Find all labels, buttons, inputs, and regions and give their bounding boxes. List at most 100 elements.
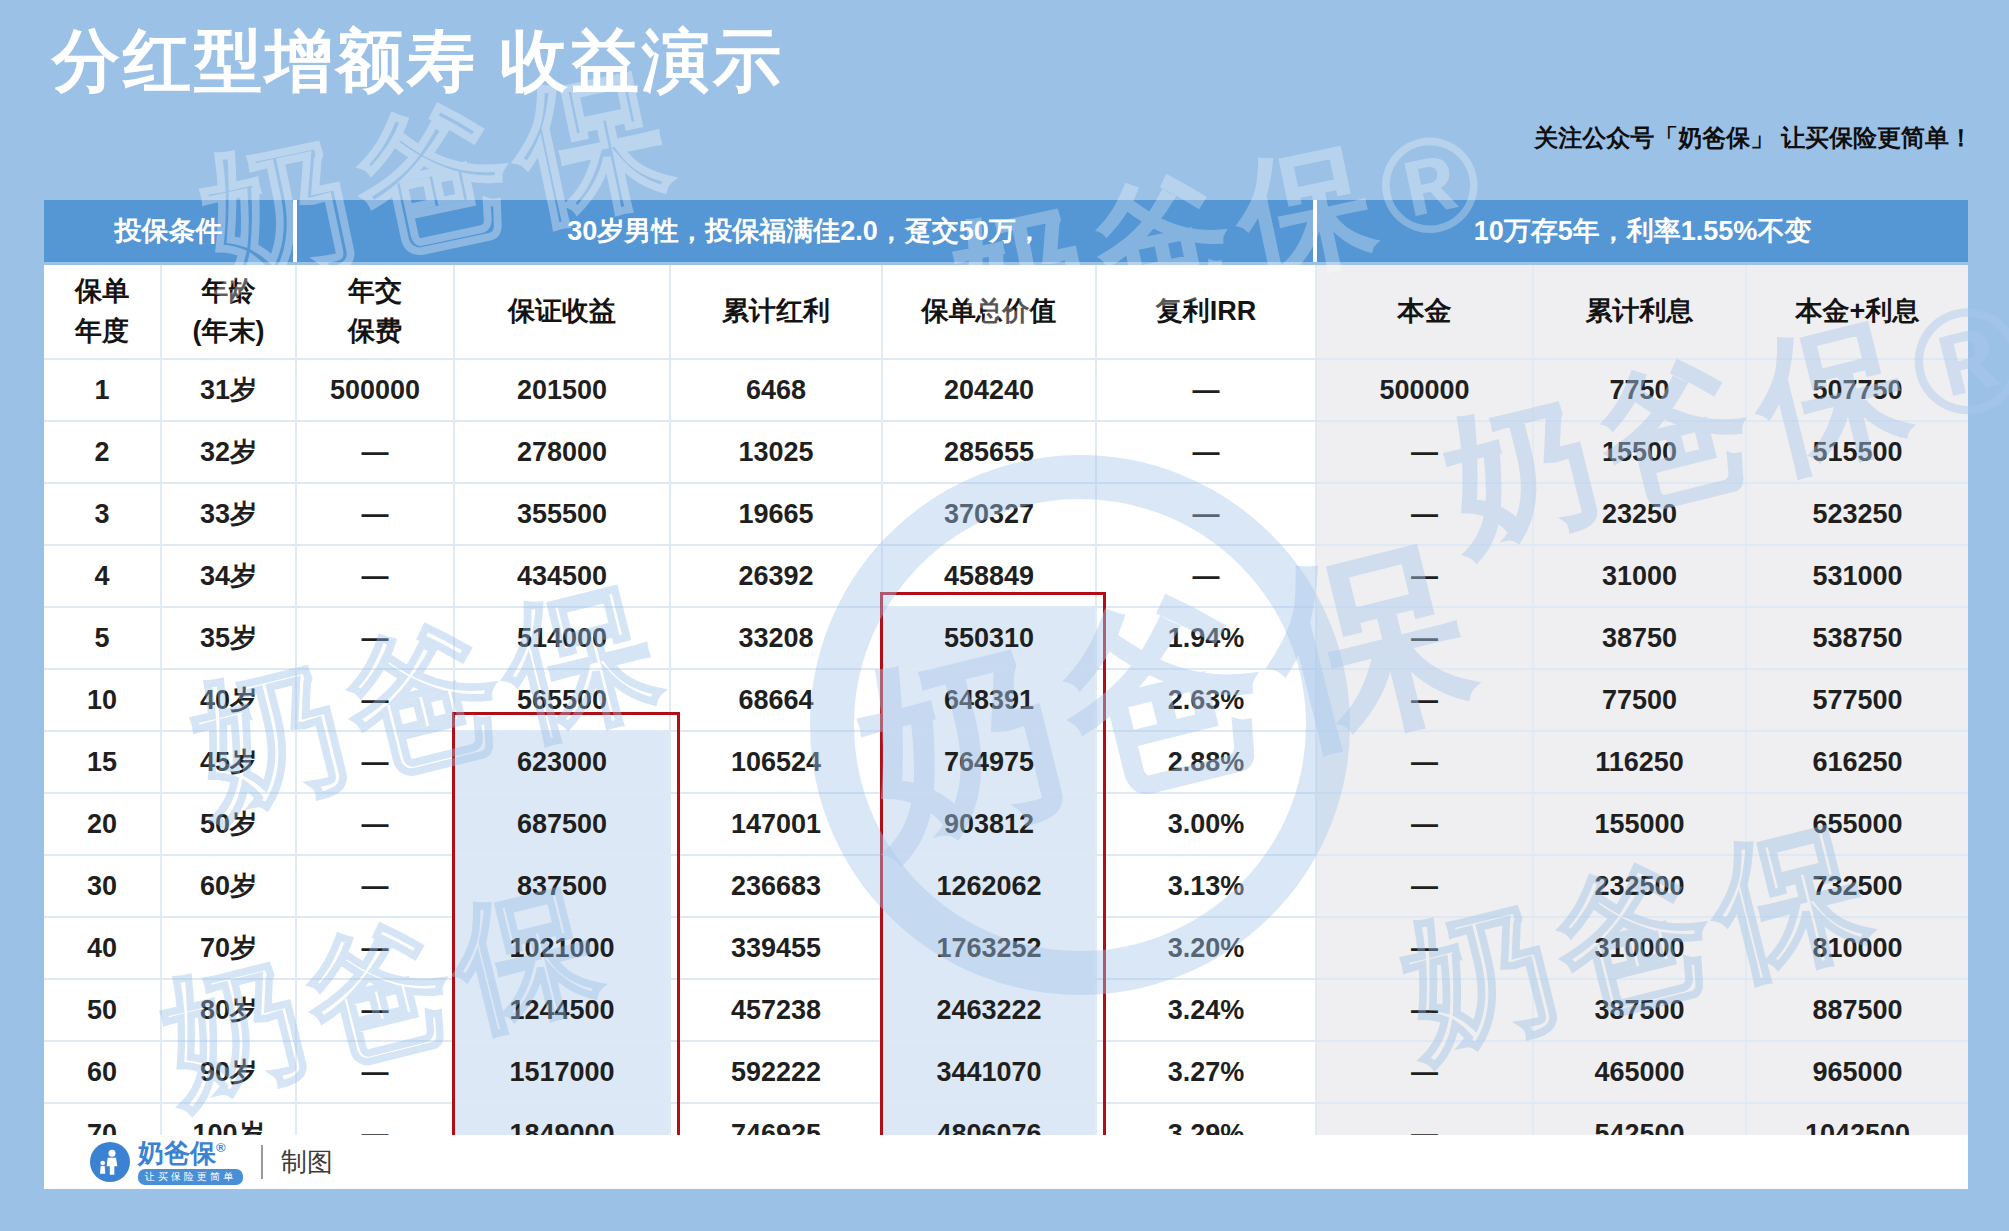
cell-year: 40 (44, 918, 162, 978)
group-header-policy: 30岁男性，投保福满佳2.0，趸交50万， (297, 200, 1317, 262)
cell-principal: — (1317, 608, 1534, 668)
cell-dividend: 457238 (671, 980, 883, 1040)
cell-guaranteed: 623000 (455, 732, 671, 792)
table-row: 5 35岁 — 514000 33208 550310 1.94% — 3875… (44, 606, 1968, 668)
cell-dividend: 13025 (671, 422, 883, 482)
cell-dividend: 19665 (671, 484, 883, 544)
footer-divider (261, 1145, 263, 1179)
cell-irr: 3.24% (1097, 980, 1317, 1040)
cell-total_value: 764975 (883, 732, 1097, 792)
col-header-guaranteed: 保证收益 (455, 265, 671, 358)
page: 分红型增额寿 收益演示 关注公众号「奶爸保」 让买保险更简单！ 奶爸保 奶爸保®… (0, 0, 2009, 1231)
table-row: 3 33岁 — 355500 19665 370327 — — 23250 52… (44, 482, 1968, 544)
cell-year: 10 (44, 670, 162, 730)
cell-guaranteed: 1021000 (455, 918, 671, 978)
cell-interest: 7750 (1534, 360, 1747, 420)
cell-total_value: 550310 (883, 608, 1097, 668)
table-row: 10 40岁 — 565500 68664 648391 2.63% — 775… (44, 668, 1968, 730)
cell-guaranteed: 434500 (455, 546, 671, 606)
cell-interest: 77500 (1534, 670, 1747, 730)
col-header-age: 年龄(年末) (162, 265, 297, 358)
registered-mark: ® (216, 1140, 226, 1155)
cell-year: 20 (44, 794, 162, 854)
cell-principal_plus_interest: 523250 (1747, 484, 1968, 544)
table-row: 15 45岁 — 623000 106524 764975 2.88% — 11… (44, 730, 1968, 792)
cell-age: 31岁 (162, 360, 297, 420)
cell-irr: 3.00% (1097, 794, 1317, 854)
cell-interest: 155000 (1534, 794, 1747, 854)
cell-dividend: 106524 (671, 732, 883, 792)
col-header-interest: 累计利息 (1534, 265, 1747, 358)
cell-year: 4 (44, 546, 162, 606)
cell-dividend: 33208 (671, 608, 883, 668)
cell-principal: — (1317, 546, 1534, 606)
cell-year: 30 (44, 856, 162, 916)
cell-dividend: 6468 (671, 360, 883, 420)
cell-irr: 2.88% (1097, 732, 1317, 792)
cell-premium: — (297, 918, 455, 978)
cell-irr: — (1097, 360, 1317, 420)
col-header-policy-year: 保单年度 (44, 265, 162, 358)
cell-dividend: 26392 (671, 546, 883, 606)
table-row: 2 32岁 — 278000 13025 285655 — — 15500 51… (44, 420, 1968, 482)
cell-year: 1 (44, 360, 162, 420)
cell-year: 5 (44, 608, 162, 668)
cell-principal: — (1317, 856, 1534, 916)
cell-interest: 38750 (1534, 608, 1747, 668)
cell-premium: — (297, 484, 455, 544)
cell-age: 60岁 (162, 856, 297, 916)
cell-principal_plus_interest: 732500 (1747, 856, 1968, 916)
cell-principal: — (1317, 1042, 1534, 1102)
cell-year: 60 (44, 1042, 162, 1102)
cell-guaranteed: 565500 (455, 670, 671, 730)
col-header-total-value: 保单总价值 (883, 265, 1097, 358)
cell-principal: — (1317, 980, 1534, 1040)
cell-principal_plus_interest: 655000 (1747, 794, 1968, 854)
cell-guaranteed: 1517000 (455, 1042, 671, 1102)
cell-principal_plus_interest: 531000 (1747, 546, 1968, 606)
cell-dividend: 147001 (671, 794, 883, 854)
brand-logo-icon (90, 1142, 130, 1182)
cell-principal_plus_interest: 887500 (1747, 980, 1968, 1040)
cell-premium: — (297, 670, 455, 730)
cell-principal: — (1317, 918, 1534, 978)
cell-irr: — (1097, 546, 1317, 606)
benefit-table: 投保条件 30岁男性，投保福满佳2.0，趸交50万， 10万存5年，利率1.55… (44, 200, 1968, 1164)
cell-age: 80岁 (162, 980, 297, 1040)
cell-principal: — (1317, 670, 1534, 730)
cell-year: 50 (44, 980, 162, 1040)
table-body: 1 31岁 500000 201500 6468 204240 — 500000… (44, 360, 1968, 1164)
cell-total_value: 2463222 (883, 980, 1097, 1040)
cell-premium: — (297, 1042, 455, 1102)
cell-premium: — (297, 856, 455, 916)
cell-interest: 23250 (1534, 484, 1747, 544)
cell-total_value: 1763252 (883, 918, 1097, 978)
table-row: 4 34岁 — 434500 26392 458849 — — 31000 53… (44, 544, 1968, 606)
brand-slogan: 让买保险更简单 (138, 1169, 243, 1185)
cell-irr: 3.27% (1097, 1042, 1317, 1102)
cell-principal_plus_interest: 965000 (1747, 1042, 1968, 1102)
cell-premium: — (297, 546, 455, 606)
group-header-conditions: 投保条件 (44, 200, 297, 262)
cell-irr: 2.63% (1097, 670, 1317, 730)
cell-age: 35岁 (162, 608, 297, 668)
cell-principal: — (1317, 484, 1534, 544)
cell-principal_plus_interest: 515500 (1747, 422, 1968, 482)
cell-age: 90岁 (162, 1042, 297, 1102)
cell-dividend: 68664 (671, 670, 883, 730)
cell-principal_plus_interest: 577500 (1747, 670, 1968, 730)
cell-principal_plus_interest: 507750 (1747, 360, 1968, 420)
cell-irr: — (1097, 484, 1317, 544)
col-header-principal-plus-interest: 本金+利息 (1747, 265, 1968, 358)
cell-total_value: 648391 (883, 670, 1097, 730)
cell-age: 32岁 (162, 422, 297, 482)
col-header-irr: 复利IRR (1097, 265, 1317, 358)
cell-year: 3 (44, 484, 162, 544)
cell-guaranteed: 278000 (455, 422, 671, 482)
table-row: 60 90岁 — 1517000 592222 3441070 3.27% — … (44, 1040, 1968, 1102)
cell-age: 50岁 (162, 794, 297, 854)
cell-total_value: 458849 (883, 546, 1097, 606)
cell-age: 33岁 (162, 484, 297, 544)
col-header-principal: 本金 (1317, 265, 1534, 358)
cell-premium: — (297, 794, 455, 854)
